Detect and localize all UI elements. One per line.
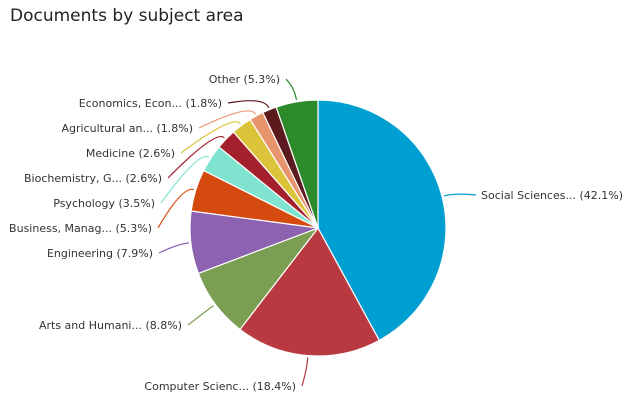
leader-line: [301, 357, 309, 387]
leader-line: [167, 136, 225, 179]
leader-line: [443, 193, 477, 197]
leader-line: [158, 242, 189, 254]
slice-label: Other (5.3%): [209, 73, 280, 86]
slice-label: Arts and Humani... (8.8%): [39, 319, 182, 332]
slice-label: Economics, Econ... (1.8%): [79, 97, 222, 110]
leader-line: [180, 121, 241, 154]
leader-line: [157, 188, 194, 229]
slice-label: Psychology (3.5%): [53, 197, 155, 210]
slice-label: Business, Manag... (5.3%): [9, 222, 152, 235]
leader-line: [160, 155, 210, 204]
leader-line: [187, 305, 214, 326]
slice-label: Medicine (2.6%): [86, 147, 175, 160]
chart-title: Documents by subject area: [10, 6, 244, 26]
leader-line: [285, 78, 298, 100]
slice-label: Agricultural an... (1.8%): [62, 122, 194, 135]
slice-label: Social Sciences... (42.1%): [481, 189, 623, 202]
leader-line: [198, 110, 256, 129]
pie-slice[interactable]: [239, 226, 381, 357]
slice-label: Biochemistry, G... (2.6%): [24, 172, 162, 185]
leader-line: [227, 100, 270, 109]
pie-slice[interactable]: [317, 99, 447, 342]
slice-label: Computer Scienc... (18.4%): [144, 380, 296, 393]
slice-label: Engineering (7.9%): [47, 247, 153, 260]
pie-slice[interactable]: [275, 99, 319, 229]
